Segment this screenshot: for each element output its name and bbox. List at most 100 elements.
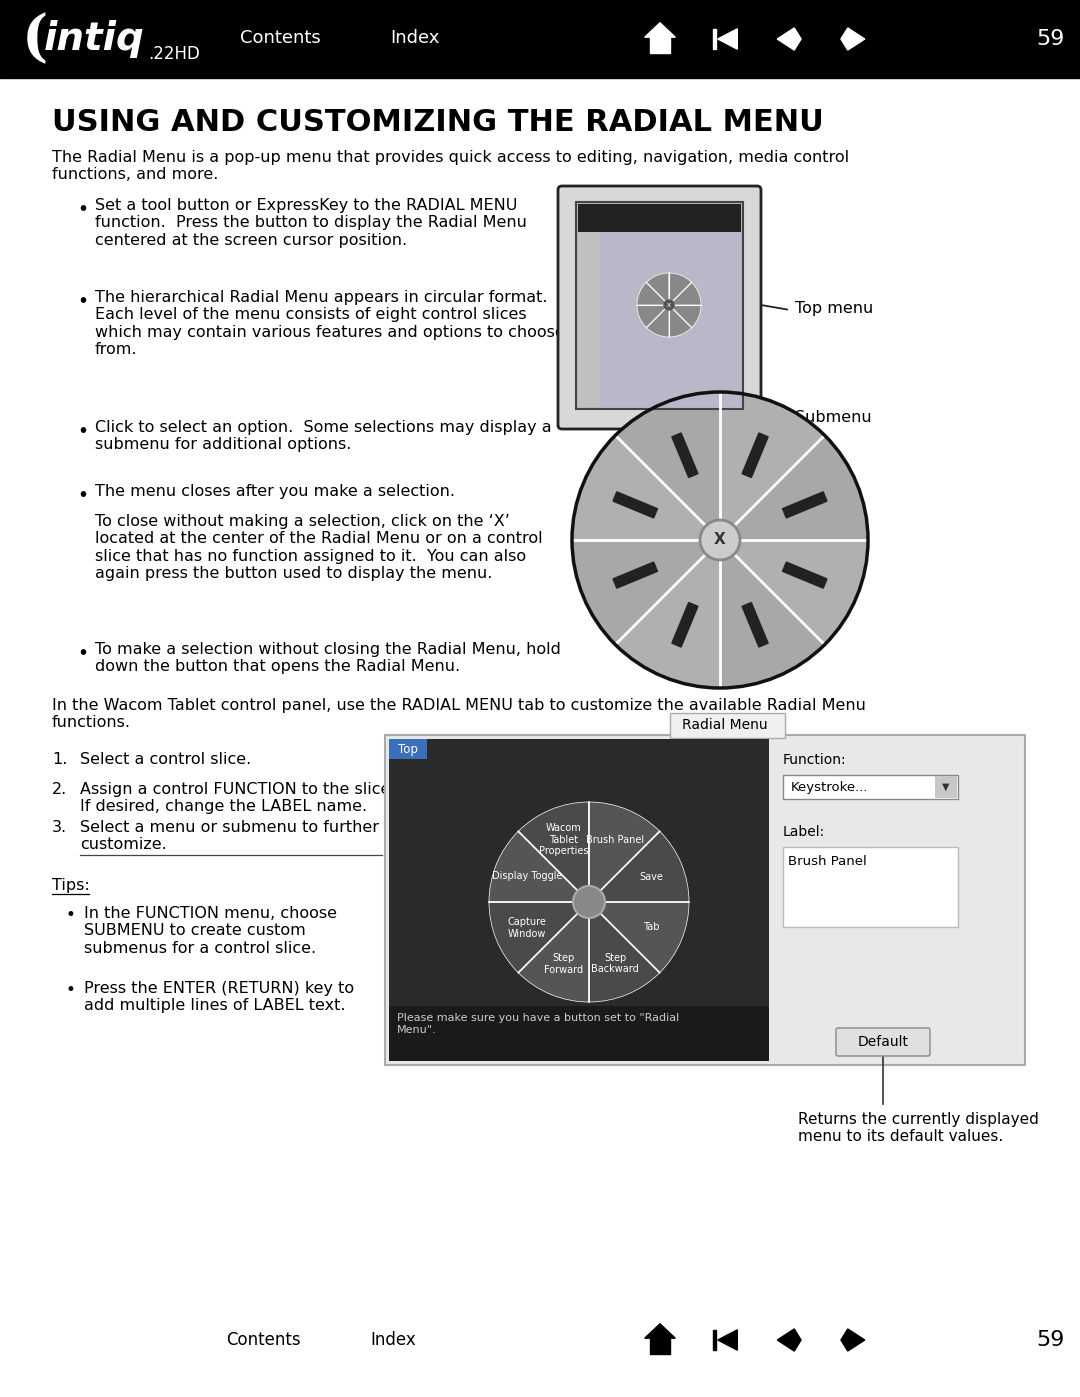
Bar — [578, 204, 741, 232]
Text: Assign a control FUNCTION to the slice.
If desired, change the LABEL name.: Assign a control FUNCTION to the slice. … — [80, 782, 395, 814]
Text: Tab: Tab — [643, 922, 660, 932]
Text: Contents: Contents — [226, 1331, 300, 1350]
Text: Please make sure you have a button set to "Radial
Menu".: Please make sure you have a button set t… — [397, 1013, 679, 1035]
Wedge shape — [616, 393, 720, 541]
Wedge shape — [489, 902, 589, 972]
FancyBboxPatch shape — [558, 186, 761, 429]
Polygon shape — [718, 29, 738, 49]
Wedge shape — [637, 282, 669, 305]
Polygon shape — [841, 28, 865, 50]
Bar — [935, 775, 957, 798]
Text: The hierarchical Radial Menu appears in circular format.
Each level of the menu : The hierarchical Radial Menu appears in … — [95, 291, 565, 358]
Text: Function:: Function: — [783, 753, 847, 767]
Text: Index: Index — [370, 1331, 416, 1350]
Text: Radial Menu: Radial Menu — [683, 718, 768, 732]
Polygon shape — [672, 602, 698, 647]
Text: •: • — [77, 486, 89, 504]
Polygon shape — [783, 492, 827, 518]
Bar — [389, 739, 427, 759]
Wedge shape — [489, 831, 589, 902]
Wedge shape — [669, 305, 691, 337]
Text: To make a selection without closing the Radial Menu, hold
down the button that o: To make a selection without closing the … — [95, 643, 561, 675]
Text: 59: 59 — [1036, 29, 1064, 49]
Text: 2.: 2. — [52, 782, 67, 798]
Text: 1.: 1. — [52, 752, 67, 767]
Bar — [713, 1330, 716, 1350]
Text: Display Toggle: Display Toggle — [492, 870, 563, 882]
Bar — [578, 232, 600, 407]
Wedge shape — [720, 393, 825, 541]
Wedge shape — [669, 305, 701, 328]
Text: Label:: Label: — [783, 826, 825, 840]
Text: USING AND CUSTOMIZING THE RADIAL MENU: USING AND CUSTOMIZING THE RADIAL MENU — [52, 108, 824, 137]
FancyBboxPatch shape — [836, 1028, 930, 1056]
Text: Tips:: Tips: — [52, 877, 90, 893]
Polygon shape — [778, 28, 801, 50]
Wedge shape — [518, 902, 589, 1002]
Text: Click to select an option.  Some selections may display a
submenu for additional: Click to select an option. Some selectio… — [95, 420, 552, 453]
Text: The menu closes after you make a selection.: The menu closes after you make a selecti… — [95, 483, 455, 499]
Bar — [670, 712, 785, 738]
Text: •: • — [77, 292, 89, 312]
Text: Index: Index — [390, 29, 440, 47]
Text: •: • — [77, 644, 89, 664]
Wedge shape — [572, 541, 720, 644]
Bar — [713, 29, 716, 49]
Polygon shape — [645, 1324, 675, 1338]
Text: Default: Default — [858, 1035, 908, 1049]
Text: Step
Backward: Step Backward — [592, 953, 639, 975]
Text: Contents: Contents — [240, 29, 321, 47]
Bar — [0, 0, 1080, 78]
Wedge shape — [572, 436, 720, 541]
Polygon shape — [613, 492, 658, 518]
Text: Capture
Window: Capture Window — [508, 918, 546, 939]
Circle shape — [700, 520, 740, 560]
Text: Top menu: Top menu — [795, 300, 874, 316]
Text: intiq: intiq — [44, 20, 145, 59]
Wedge shape — [646, 272, 669, 305]
Wedge shape — [720, 541, 868, 644]
Text: Keystroke...: Keystroke... — [791, 781, 868, 793]
Bar — [384, 735, 1025, 1065]
Text: (: ( — [22, 13, 49, 67]
Text: x: x — [667, 302, 671, 307]
Polygon shape — [613, 562, 658, 588]
Text: Top: Top — [399, 742, 418, 756]
Wedge shape — [589, 902, 660, 1002]
Wedge shape — [589, 831, 689, 902]
Bar — [650, 1338, 670, 1355]
Text: In the Wacom Tablet control panel, use the RADIAL MENU tab to customize the avai: In the Wacom Tablet control panel, use t… — [52, 698, 866, 731]
Text: •: • — [66, 981, 76, 999]
Text: •: • — [77, 422, 89, 441]
Polygon shape — [718, 1330, 738, 1350]
Wedge shape — [646, 305, 669, 337]
Text: Set a tool button or ExpressKey to the RADIAL MENU
function.  Press the button t: Set a tool button or ExpressKey to the R… — [95, 198, 527, 247]
Wedge shape — [589, 802, 660, 902]
Text: Submenu: Submenu — [795, 409, 872, 425]
Text: In the FUNCTION menu, choose
SUBMENU to create custom
submenus for a control sli: In the FUNCTION menu, choose SUBMENU to … — [84, 907, 337, 956]
Text: .22HD: .22HD — [148, 45, 200, 63]
Wedge shape — [518, 802, 589, 902]
Polygon shape — [672, 433, 698, 478]
Polygon shape — [783, 562, 827, 588]
Text: 3.: 3. — [52, 820, 67, 835]
Bar — [650, 38, 670, 53]
Polygon shape — [841, 1329, 865, 1351]
Polygon shape — [742, 433, 768, 478]
Wedge shape — [616, 541, 720, 687]
Text: Press the ENTER (RETURN) key to
add multiple lines of LABEL text.: Press the ENTER (RETURN) key to add mult… — [84, 981, 354, 1013]
Text: To close without making a selection, click on the ‘X’
located at the center of t: To close without making a selection, cli… — [95, 514, 542, 581]
Text: X: X — [714, 532, 726, 548]
Wedge shape — [720, 541, 825, 687]
Text: •: • — [66, 907, 76, 923]
Text: Select a menu or submenu to further
customize.: Select a menu or submenu to further cust… — [80, 820, 379, 852]
Wedge shape — [637, 305, 669, 328]
Text: Save: Save — [639, 872, 663, 882]
Polygon shape — [778, 1329, 801, 1351]
Bar — [576, 203, 743, 409]
Circle shape — [573, 886, 605, 918]
Bar — [783, 847, 958, 928]
Wedge shape — [669, 282, 701, 305]
Text: Returns the currently displayed
menu to its default values.: Returns the currently displayed menu to … — [798, 1112, 1039, 1144]
Text: Brush Panel: Brush Panel — [586, 835, 645, 845]
